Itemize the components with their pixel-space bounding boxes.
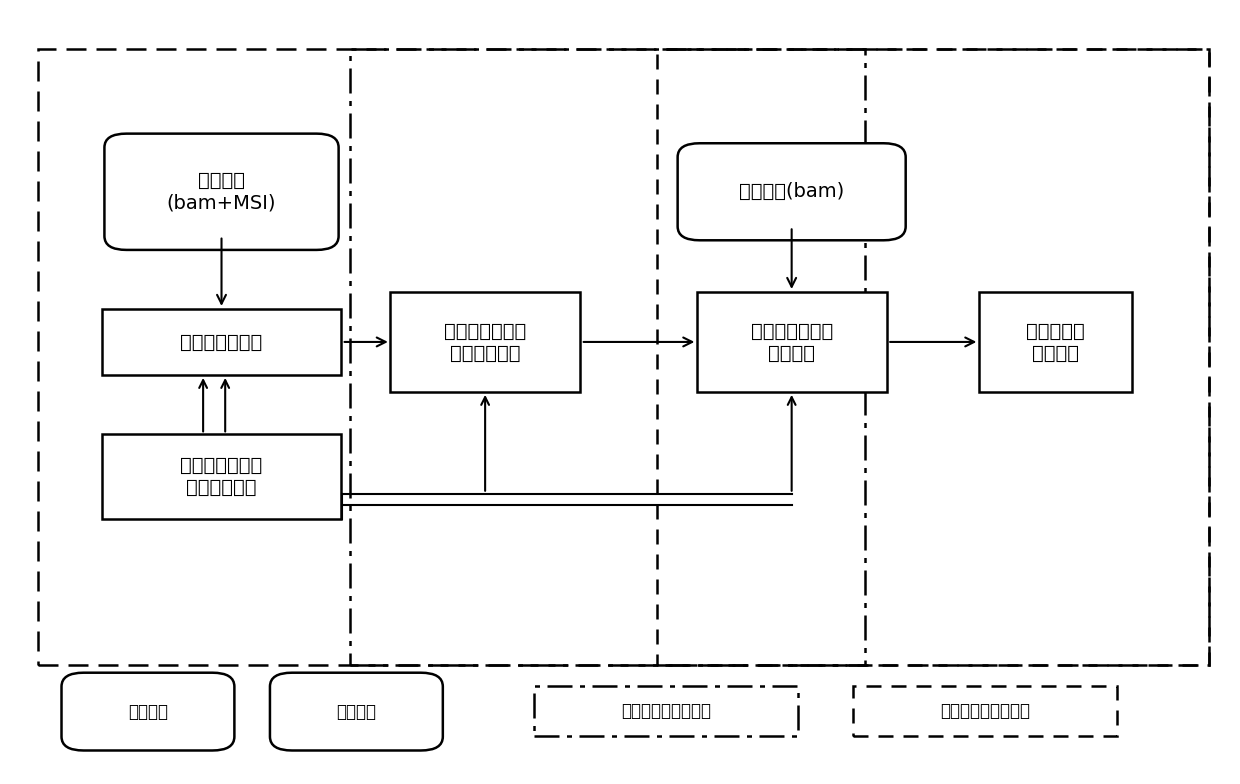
Text: 输入输出: 输入输出 [128,702,167,720]
Bar [391,292,580,392]
Text: 中间结果: 中间结果 [336,702,377,720]
FancyBboxPatch shape [677,143,905,240]
Bar [657,49,1209,666]
Text: 微卫星检测位点选择: 微卫星检测位点选择 [621,702,711,720]
Bar [37,49,1209,666]
Text: 微卫星不稳定性
检测方案: 微卫星不稳定性 检测方案 [750,321,833,362]
Bar [102,309,341,375]
Text: 微卫星位点选择: 微卫星位点选择 [180,332,263,351]
Bar [102,434,341,519]
Text: 微卫星检测位点
及稳定性标准: 微卫星检测位点 及稳定性标准 [444,321,526,362]
Bar [350,49,866,666]
Bar [534,686,797,736]
Text: 微卫星不稳
定性结果: 微卫星不稳 定性结果 [1025,321,1085,362]
Text: 单一微卫星不稳
定性评价方案: 单一微卫星不稳 定性评价方案 [180,456,263,497]
FancyBboxPatch shape [270,673,443,750]
FancyBboxPatch shape [62,673,234,750]
Text: 训练样本
(bam+MSI): 训练样本 (bam+MSI) [166,171,277,212]
Bar [697,292,887,392]
Bar [978,292,1132,392]
Text: 微卫星不稳定性评估: 微卫星不稳定性评估 [940,702,1029,720]
FancyBboxPatch shape [104,133,339,250]
Bar [853,686,1116,736]
Text: 检测样本(bam): 检测样本(bam) [739,182,844,201]
